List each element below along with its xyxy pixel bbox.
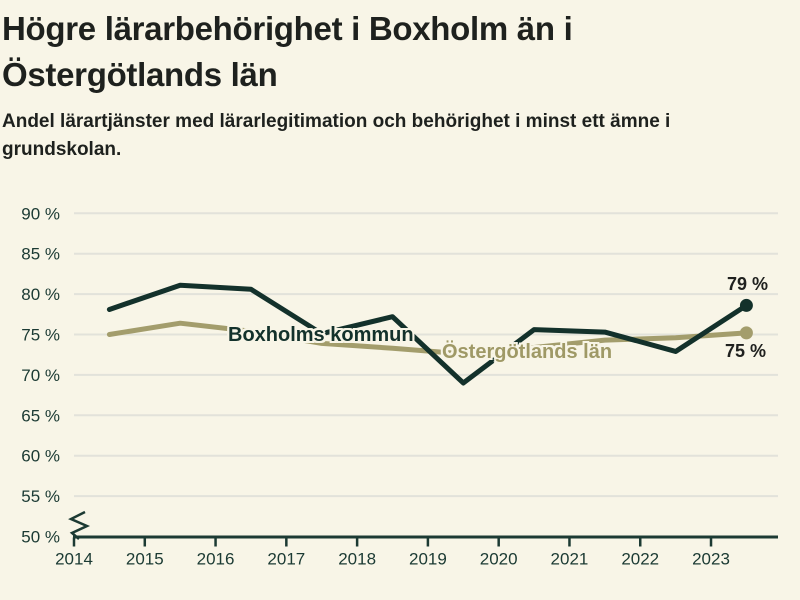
- value-label-boxholms-kommun: 79 %: [727, 274, 769, 294]
- y-axis-tick-label: 65 %: [21, 406, 60, 425]
- y-axis-tick-label: 85 %: [21, 245, 60, 264]
- series-label-ostergotlands-lan: Östergötlands län: [442, 341, 613, 363]
- series-label-boxholms-kommun: Boxholms kommun: [228, 324, 414, 346]
- x-axis-tick-label: 2023: [692, 550, 730, 569]
- series-endpoint-marker-ostergotlands-lan: [739, 326, 753, 340]
- axis-break-icon: [68, 510, 91, 540]
- page-subtitle-line-1: Andel lärartjänster med lärarlegitimatio…: [2, 111, 671, 132]
- x-axis-tick-label: 2014: [55, 550, 93, 569]
- y-axis-tick-label: 60 %: [21, 447, 60, 466]
- y-axis-tick-label: 75 %: [21, 326, 60, 345]
- y-axis-tick-label: 70 %: [21, 366, 60, 385]
- page-subtitle: Andel lärartjänster med lärarlegitimatio…: [2, 108, 670, 164]
- value-label-ostergotlands-lan: 75 %: [725, 341, 767, 361]
- page-title: Högre lärarbehörighet i Boxholm än i Öst…: [2, 6, 573, 98]
- x-axis-tick-label: 2015: [126, 550, 164, 569]
- series-line-boxholms-kommun: [106, 282, 749, 386]
- y-axis-tick-label: 50 %: [21, 528, 60, 547]
- y-axis-tick-label: 55 %: [21, 487, 60, 506]
- page-title-line-1: Högre lärarbehörighet i Boxholm än i: [2, 10, 573, 47]
- page-subtitle-line-2: grundskolan.: [2, 139, 122, 160]
- x-axis-tick-label: 2018: [338, 550, 376, 569]
- x-axis-tick-label: 2020: [480, 550, 518, 569]
- x-axis-tick-label: 2017: [267, 550, 305, 569]
- x-axis-tick-label: 2022: [621, 550, 659, 569]
- x-axis-tick-label: 2021: [551, 550, 589, 569]
- x-axis-tick-label: 2016: [197, 550, 235, 569]
- page-title-line-2: Östergötlands län: [2, 56, 278, 93]
- series-endpoint-marker-boxholms-kommun: [739, 298, 753, 312]
- y-axis-tick-label: 80 %: [21, 285, 60, 304]
- y-axis-tick-label: 90 %: [21, 204, 60, 223]
- x-axis-tick-label: 2019: [409, 550, 447, 569]
